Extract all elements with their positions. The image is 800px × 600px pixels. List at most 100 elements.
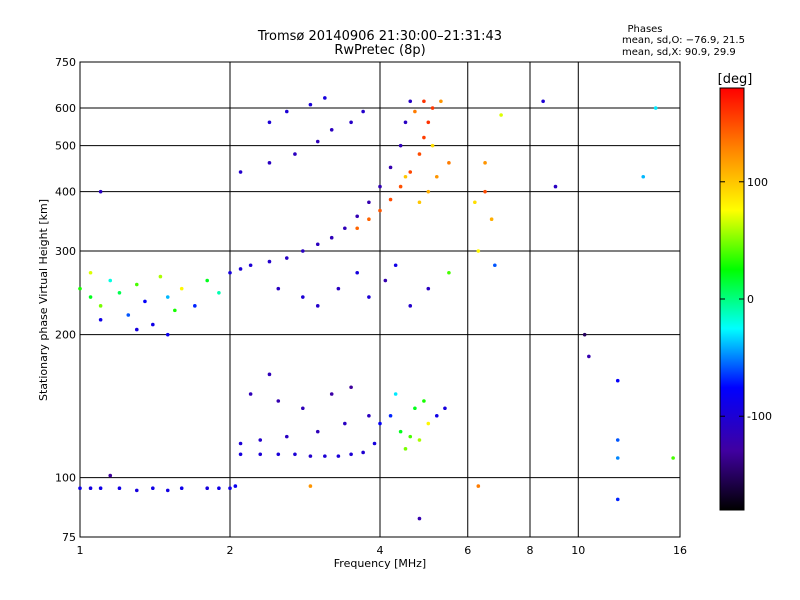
data-point (417, 516, 422, 521)
data-point (301, 249, 305, 253)
data-point (151, 486, 155, 491)
data-point (173, 308, 177, 313)
stats-line-o: mean, sd,O: −76.9, 21.5 (622, 35, 745, 46)
x-axis-ticks: 1 2 4 6 8 10 16 (77, 544, 688, 557)
chart-subtitle: RwPretec (8p) (334, 43, 425, 58)
data-point (378, 184, 382, 189)
data-point (98, 189, 103, 194)
data-point (367, 413, 371, 418)
data-points (78, 96, 675, 521)
data-point (653, 106, 658, 110)
data-point (88, 270, 93, 275)
data-point (343, 421, 347, 426)
data-point (301, 406, 305, 411)
y-tick-label: 200 (55, 329, 76, 342)
data-point (308, 454, 313, 458)
data-point (248, 263, 253, 268)
data-point (233, 484, 238, 488)
data-point (489, 217, 494, 222)
y-axis-label: Stationary phase Virtual Height [km] (37, 199, 50, 401)
data-point (205, 486, 209, 491)
data-point (284, 109, 289, 114)
data-point (398, 143, 403, 148)
stats-heading: Phases (627, 24, 662, 35)
data-point (615, 497, 620, 502)
x-tick-label: 4 (377, 544, 384, 557)
data-point (430, 106, 435, 110)
data-point (349, 452, 353, 457)
data-point (417, 438, 422, 442)
data-point (258, 438, 263, 442)
data-point (293, 452, 297, 457)
data-point (361, 450, 365, 455)
data-point (541, 99, 545, 104)
data-point (329, 392, 334, 396)
y-tick-label: 100 (55, 472, 76, 485)
data-point (88, 295, 93, 299)
data-point (378, 421, 382, 426)
data-point (315, 242, 320, 247)
y-tick-label: 750 (55, 56, 76, 69)
data-point (413, 406, 417, 411)
data-point (267, 161, 272, 165)
data-point (98, 486, 103, 491)
data-point (426, 189, 431, 194)
data-point (422, 99, 426, 104)
data-point (217, 291, 221, 295)
data-point (238, 452, 243, 457)
y-tick-label: 75 (62, 531, 76, 544)
data-point (98, 317, 103, 322)
data-point (315, 304, 320, 308)
data-point (217, 486, 221, 491)
data-point (276, 286, 281, 291)
data-point (403, 174, 408, 179)
data-point (117, 486, 122, 491)
data-point (248, 392, 253, 396)
data-point (165, 488, 170, 493)
data-point (417, 152, 422, 156)
data-point (367, 295, 371, 299)
data-point (553, 184, 558, 189)
data-point (165, 332, 170, 337)
data-point (323, 454, 327, 458)
data-point (329, 127, 334, 132)
data-point (641, 174, 646, 179)
data-point (378, 208, 382, 213)
data-point (403, 120, 408, 125)
data-point (615, 438, 620, 442)
data-point (329, 235, 334, 240)
data-point (267, 259, 272, 264)
colorbar-tick-label: 100 (747, 176, 768, 189)
data-point (372, 441, 377, 446)
data-point (388, 197, 393, 202)
data-point (483, 189, 487, 194)
data-point (582, 332, 587, 337)
data-point (367, 217, 371, 222)
data-point (483, 161, 487, 165)
data-point (426, 120, 431, 125)
data-point (308, 102, 313, 107)
data-point (439, 99, 443, 104)
data-point (476, 484, 481, 488)
data-point (315, 139, 320, 144)
data-point (434, 174, 439, 179)
data-point (158, 274, 163, 279)
data-point (355, 214, 359, 219)
x-tick-label: 8 (527, 544, 534, 557)
data-point (267, 120, 272, 125)
data-point (476, 249, 481, 253)
grid-lines (80, 62, 680, 537)
data-point (258, 452, 263, 457)
data-point (408, 304, 413, 308)
data-point (671, 456, 675, 460)
x-tick-label: 6 (464, 544, 471, 557)
data-point (413, 109, 417, 114)
data-point (499, 113, 503, 117)
data-point (276, 399, 281, 403)
data-point (408, 434, 413, 439)
data-point (108, 278, 113, 283)
data-point (615, 378, 620, 383)
data-point (403, 447, 408, 451)
data-point (228, 270, 232, 275)
